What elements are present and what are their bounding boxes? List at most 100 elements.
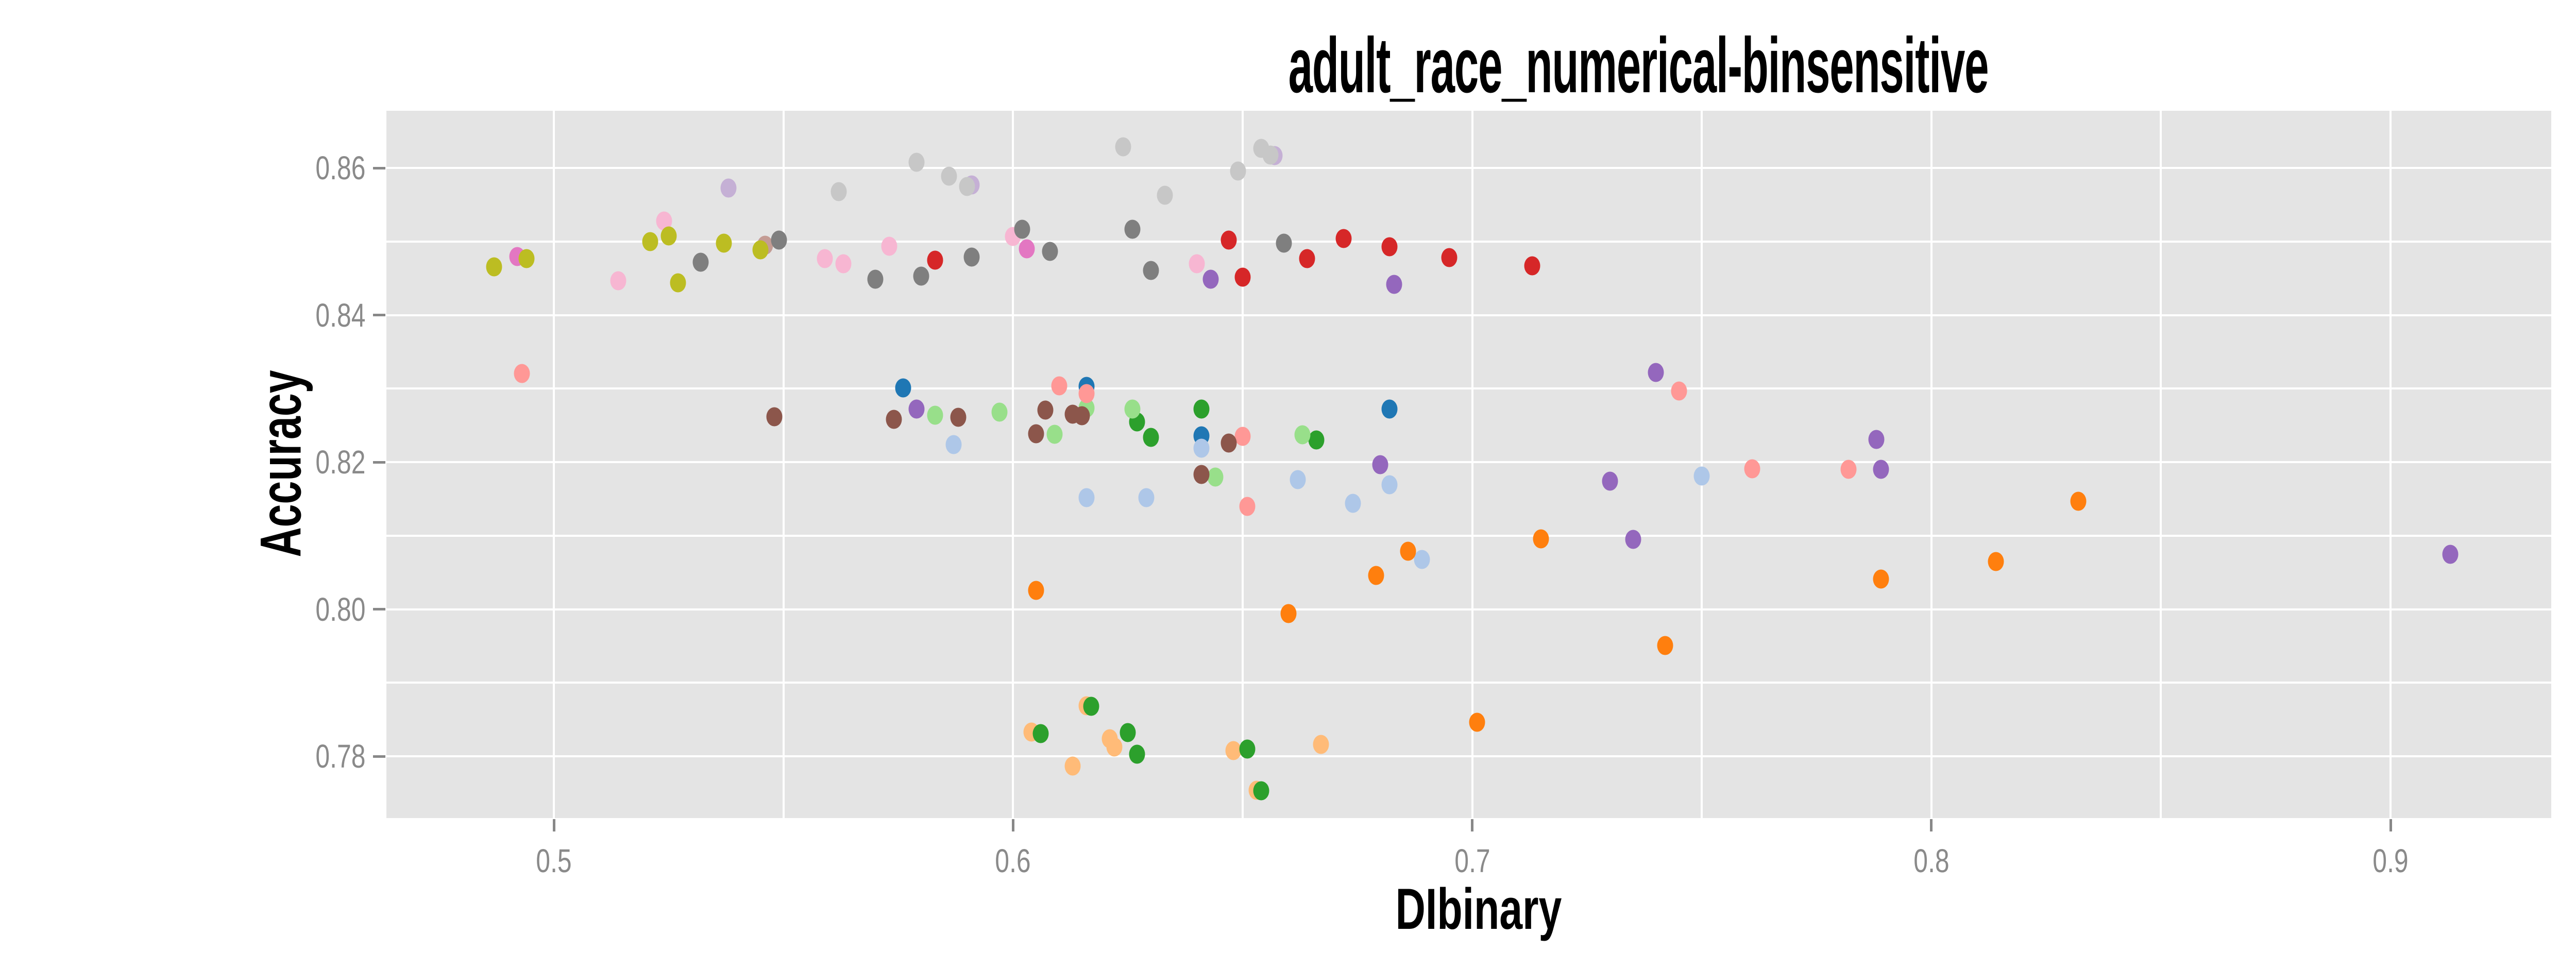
data-point-Feldman-GaussianNB-accuracy (1294, 425, 1311, 445)
y-tick-mark (373, 314, 385, 317)
data-point-GaussianNB (1037, 400, 1054, 420)
data-point-LR (963, 247, 980, 267)
data-point-Feldman-SVM-DIavgall (1868, 430, 1885, 449)
data-point-LR (1124, 219, 1141, 239)
chart-title: adult_race_numerical-binsensitive (1013, 21, 2263, 111)
data-point-DecisionTree (945, 435, 962, 454)
data-point-Feldman-SVM-DIavgall (1873, 460, 1889, 479)
data-point-Feldman-GaussianNB-DIavgall (1120, 723, 1136, 742)
x-tick-mark (1930, 819, 1933, 831)
data-point-DecisionTree (1193, 438, 1210, 458)
x-axis-label-text: DIbinary (1395, 877, 1562, 941)
data-point-Feldman-GaussianNB (1225, 741, 1242, 760)
x-tick-label: 0.5 (536, 842, 572, 879)
data-point-Kamishima-accuracy (610, 271, 626, 291)
x-tick-mark (552, 819, 555, 831)
data-point-Feldman-LR (1524, 256, 1540, 276)
x-tick-label: 0.6 (995, 842, 1031, 879)
data-point-DecisionTree (1078, 488, 1095, 507)
data-point-Feldman-DecisionTree (1873, 569, 1889, 589)
data-point-Feldman-SVM (1840, 460, 1857, 479)
x-gridline (1242, 111, 1244, 818)
y-tick-mark (373, 608, 385, 611)
y-gridline (386, 682, 2551, 684)
y-tick-label: 0.78 (315, 738, 366, 775)
y-tick-label: 0.82 (315, 444, 366, 481)
data-point-ZafarFairness (660, 226, 677, 246)
data-point-LR (1143, 261, 1159, 280)
data-point-Feldman-SVM (1671, 381, 1687, 401)
x-tick-mark (1011, 819, 1014, 831)
y-tick-mark (373, 755, 385, 758)
data-point-Feldman-SVM-DIavgall (908, 399, 925, 419)
y-gridline (386, 241, 2551, 243)
data-point-Feldman-SVM-DIavgall (1386, 275, 1402, 294)
data-point-SVM (1157, 185, 1173, 205)
y-gridline (386, 534, 2551, 537)
data-point-Feldman-SVM-accuracy (720, 178, 737, 198)
data-point-Feldman-SVM-DIavgall (2442, 545, 2459, 564)
data-point-Feldman-GaussianNB-accuracy (927, 405, 943, 425)
data-point-Feldman-DecisionTree (2070, 491, 2087, 511)
data-point-Feldman-GaussianNB-DIavgall (1143, 428, 1159, 447)
data-point-Kamishima-accuracy (1189, 254, 1205, 274)
y-tick-label: 0.84 (315, 296, 366, 334)
x-gridline (2389, 111, 2392, 818)
data-point-ZafarFairness (642, 232, 658, 251)
data-point-LR (1042, 242, 1058, 261)
data-point-GaussianNB (886, 410, 902, 429)
data-point-Feldman-GaussianNB (1313, 735, 1329, 754)
data-point-Feldman-LR (1381, 237, 1398, 257)
data-point-GaussianNB (1028, 424, 1044, 444)
data-point-Kamishima-accuracy (881, 236, 897, 256)
data-point-GaussianNB (1074, 406, 1090, 426)
data-point-DecisionTree (1693, 466, 1710, 486)
data-point-Feldman-SVM-DIavgall (1202, 269, 1219, 289)
data-point-Feldman-GaussianNB (1106, 737, 1123, 757)
x-gridline (2160, 111, 2162, 818)
data-point-Feldman-GaussianNB-accuracy (991, 402, 1008, 422)
data-point-LR (913, 266, 929, 286)
x-tick-label: 0.9 (2372, 842, 2409, 879)
data-point-Kamishima-DIavgall (1019, 239, 1035, 259)
x-tick-mark (1471, 819, 1474, 831)
data-point-Feldman-SVM (1234, 427, 1251, 446)
data-point-LR (1014, 219, 1030, 239)
data-point-GaussianNB (950, 407, 967, 427)
data-point-SVM (941, 166, 957, 186)
data-point-Feldman-DecisionTree (1469, 712, 1485, 732)
data-point-LR (1276, 233, 1292, 253)
data-point-LR (771, 230, 787, 250)
x-tick-mark (2389, 819, 2392, 831)
data-point-Feldman-DecisionTree (1988, 552, 2004, 571)
data-point-DecisionTree (1290, 470, 1306, 489)
data-point-GaussianNB (1193, 465, 1210, 484)
data-point-Feldman-GaussianNB-DIavgall (1253, 781, 1269, 801)
data-point-ZafarFairness (518, 249, 535, 268)
y-gridline (386, 755, 2551, 758)
data-point-DecisionTree (1414, 550, 1430, 569)
data-point-Feldman-SVM (1051, 376, 1067, 396)
x-tick-label: 0.7 (1454, 842, 1490, 879)
data-point-Feldman-SVM (1744, 459, 1760, 479)
data-point-LR (692, 252, 709, 272)
data-point-Feldman-SVM (1078, 384, 1095, 403)
data-point-Kamishima-accuracy (817, 249, 833, 268)
data-point-Feldman-GaussianNB-accuracy (1046, 424, 1063, 444)
x-gridline (782, 111, 785, 818)
y-gridline (386, 387, 2551, 390)
data-point-Feldman-GaussianNB (1064, 756, 1081, 776)
y-tick-label: 0.86 (315, 149, 366, 187)
x-axis-label: DIbinary (1363, 876, 1594, 942)
data-point-GaussianNB (1221, 433, 1237, 453)
y-tick-mark (373, 461, 385, 464)
data-point-Feldman-GaussianNB-DIavgall (1193, 399, 1210, 419)
data-point-Feldman-LR (1299, 249, 1315, 268)
data-point-SVM (1230, 161, 1246, 181)
data-point-Calders (1381, 399, 1398, 419)
data-point-Feldman-LR (1221, 230, 1237, 250)
chart-title-text: adult_race_numerical-binsensitive (1288, 22, 1989, 109)
data-point-DecisionTree (1345, 494, 1361, 513)
data-point-SVM (1262, 145, 1279, 165)
